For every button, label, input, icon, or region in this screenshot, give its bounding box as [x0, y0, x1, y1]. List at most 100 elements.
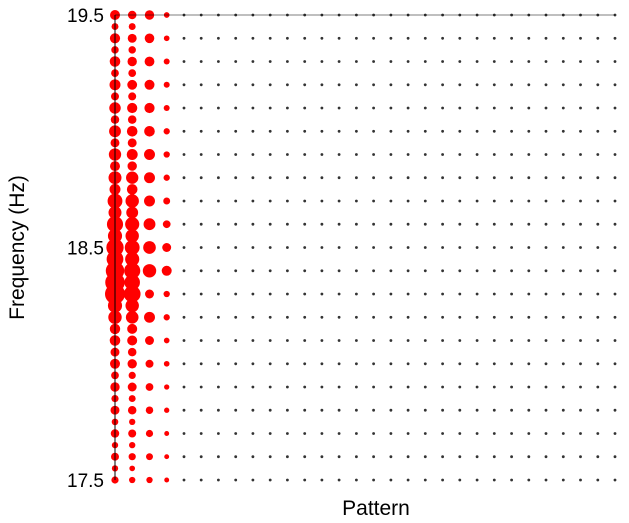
x-axis-title: Pattern [342, 497, 410, 520]
data-point [579, 408, 582, 412]
data-point [423, 36, 427, 40]
data-point [303, 339, 307, 342]
data-point [389, 362, 393, 366]
data-point [128, 371, 136, 380]
data-point [527, 83, 531, 87]
data-point [510, 106, 514, 110]
data-point [354, 408, 358, 412]
data-point [216, 246, 220, 249]
data-point [372, 60, 376, 63]
data-point [492, 60, 496, 63]
data-point [337, 106, 341, 110]
y-tick-label: 18.5 [67, 239, 104, 260]
data-point [406, 199, 410, 203]
data-point [337, 385, 341, 389]
data-point [372, 106, 376, 110]
data-point [320, 408, 324, 412]
data-point [251, 455, 255, 459]
data-point [579, 83, 582, 87]
data-point [123, 285, 141, 303]
data-point [337, 269, 341, 273]
data-point [199, 269, 203, 273]
data-point [337, 292, 341, 296]
data-point [144, 79, 155, 90]
data-point [596, 269, 600, 273]
data-point [199, 153, 203, 156]
data-point [510, 129, 514, 133]
data-point [182, 385, 186, 389]
data-point [320, 199, 324, 203]
data-point [475, 362, 479, 366]
data-point [251, 106, 255, 110]
data-point [216, 176, 220, 180]
data-point [251, 83, 255, 87]
data-point [285, 292, 289, 296]
data-point [216, 36, 220, 40]
data-point [389, 408, 393, 412]
data-point [510, 199, 514, 203]
data-point [423, 455, 427, 459]
data-point [354, 199, 358, 203]
data-point [268, 222, 272, 226]
data-point [372, 478, 376, 482]
data-point [268, 246, 272, 249]
data-point [125, 229, 139, 243]
data-point [544, 455, 548, 459]
data-point [303, 199, 307, 203]
data-point [613, 60, 617, 63]
data-point [127, 161, 137, 171]
data-point [234, 362, 238, 366]
data-point [337, 36, 341, 40]
data-point [441, 385, 445, 389]
data-point [234, 455, 238, 459]
data-point [406, 60, 410, 63]
data-point [441, 222, 445, 226]
data-point [492, 199, 496, 203]
data-point [182, 222, 186, 226]
data-point [441, 129, 445, 133]
data-point [268, 153, 272, 156]
data-point [354, 36, 358, 40]
data-point [492, 339, 496, 342]
data-point [199, 129, 203, 133]
data-point [163, 105, 170, 111]
data-point [163, 58, 170, 65]
data-point [128, 92, 137, 101]
data-point [182, 83, 186, 87]
data-point [613, 176, 617, 180]
data-point [127, 359, 137, 369]
data-point [182, 269, 186, 273]
data-point [199, 362, 203, 366]
data-point [199, 106, 203, 110]
data-point [125, 310, 139, 324]
data-point [372, 362, 376, 366]
y-axis-title: Frequency (Hz) [6, 175, 29, 320]
data-point [613, 315, 617, 319]
data-point [251, 315, 255, 319]
data-point [163, 337, 170, 344]
data-point [458, 362, 462, 366]
data-point [613, 129, 617, 133]
data-point [337, 362, 341, 366]
data-point [561, 199, 565, 203]
data-point [423, 362, 427, 366]
data-point [596, 455, 600, 459]
data-point [268, 315, 272, 319]
data-point [127, 138, 137, 148]
data-point [579, 292, 582, 296]
data-point [164, 384, 170, 390]
data-point [475, 83, 479, 87]
data-point [234, 408, 238, 412]
data-point [234, 315, 238, 319]
data-point [544, 408, 548, 412]
data-point [144, 126, 155, 137]
data-point [320, 362, 324, 366]
data-point [285, 385, 289, 389]
data-point [163, 81, 170, 88]
data-point [285, 339, 289, 342]
data-point [163, 174, 170, 181]
data-point [268, 36, 272, 40]
data-point [127, 323, 138, 334]
data-point [475, 199, 479, 203]
data-point [527, 246, 531, 249]
